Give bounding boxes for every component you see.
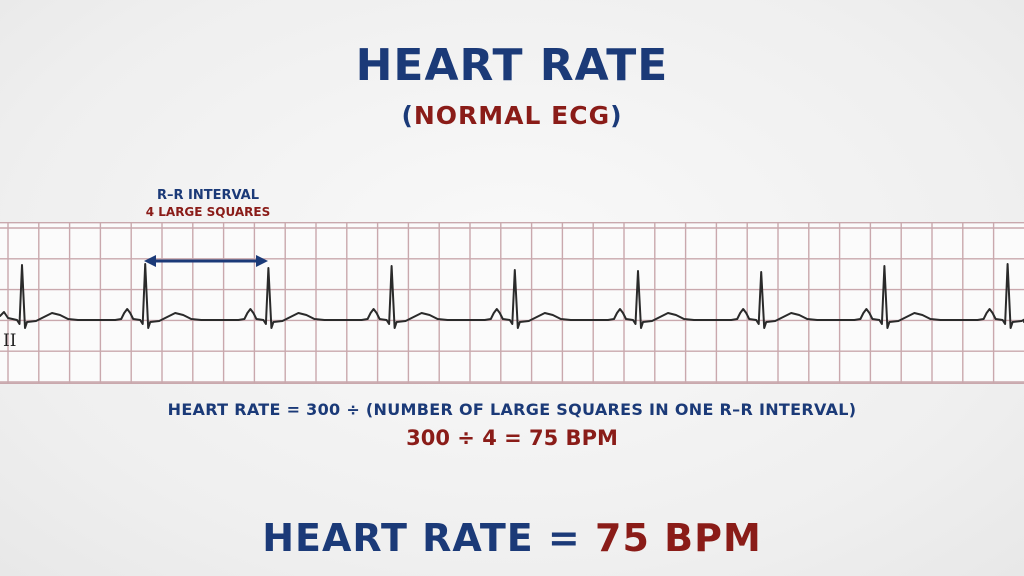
- ecg-grid: [0, 222, 1024, 384]
- result-label: HEART RATE =: [262, 516, 581, 560]
- heart-rate-result: HEART RATE = 75 BPM: [0, 516, 1024, 560]
- result-value: 75 BPM: [595, 516, 762, 560]
- page-subtitle: (NORMAL ECG): [0, 101, 1024, 130]
- ecg-lead-label: II: [3, 331, 17, 351]
- page-title: HEART RATE: [355, 40, 669, 91]
- ecg-paper: [0, 222, 1024, 384]
- heart-rate-formula: HEART RATE = 300 ÷ (NUMBER OF LARGE SQUA…: [167, 400, 857, 419]
- subtitle-text: NORMAL ECG: [413, 101, 611, 130]
- subtitle-open-paren: (: [401, 101, 414, 130]
- subtitle-close-paren: ): [610, 101, 623, 130]
- ecg-trace: [0, 263, 1024, 329]
- rr-interval-annotation: R–R INTERVAL 4 LARGE SQUARES: [138, 188, 278, 220]
- ecg-strip: [0, 222, 1024, 384]
- heart-rate-calculation: 300 ÷ 4 = 75 BPM: [406, 426, 618, 450]
- rr-arrow-left-head: [144, 255, 156, 267]
- rr-interval-label: R–R INTERVAL: [156, 188, 260, 203]
- rr-arrow-right-head: [256, 255, 268, 267]
- rr-large-squares-label: 4 LARGE SQUARES: [145, 205, 271, 219]
